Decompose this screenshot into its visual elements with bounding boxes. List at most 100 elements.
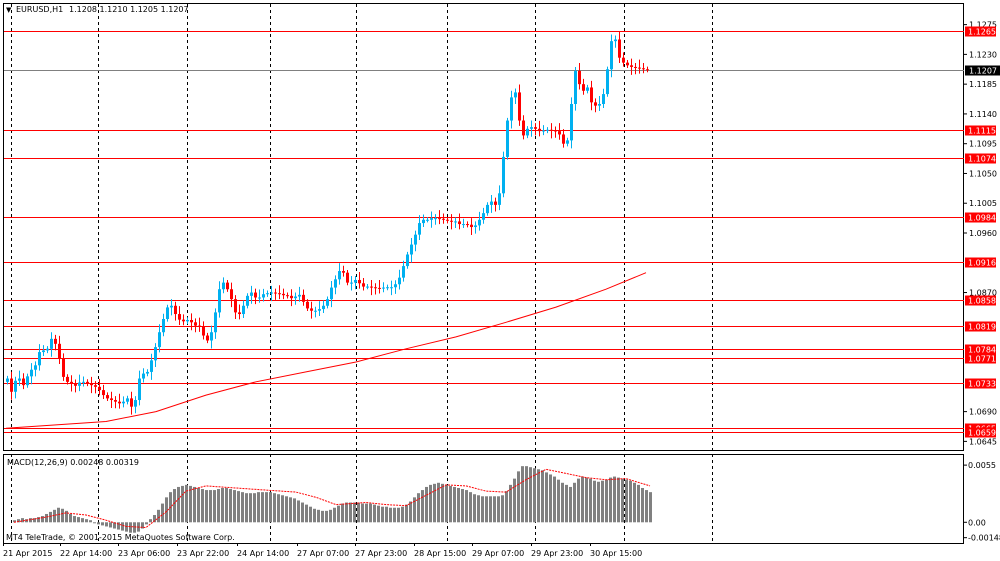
candle-body [546, 129, 549, 131]
level-label-bg [965, 321, 996, 332]
candle-body [566, 140, 569, 144]
candle-body [94, 385, 97, 387]
macd-bar [561, 482, 564, 523]
macd-bar [305, 504, 308, 523]
macd-bar [501, 495, 504, 523]
candle-body [614, 39, 617, 42]
level-labels: 1.12651.11151.10741.09841.09161.08581.08… [965, 26, 996, 438]
time-tick-label: 29 Apr 07:00 [472, 549, 524, 558]
macd-bar [253, 493, 256, 523]
time-tick-label: 30 Apr 15:00 [590, 549, 642, 558]
macd-bar [17, 519, 20, 523]
macd-bar [201, 489, 204, 523]
macd-bar [21, 518, 24, 523]
macd-bar [233, 490, 236, 523]
macd-bar [493, 496, 496, 523]
candle-body [606, 69, 609, 95]
macd-bar [625, 479, 628, 523]
macd-bar [65, 510, 68, 523]
macd-bar [329, 509, 332, 523]
level-label-bg [965, 295, 996, 306]
level-label: 1.0916 [968, 259, 996, 268]
symbol-label: EURUSD,H1 [16, 5, 63, 14]
level-label: 1.0858 [968, 297, 996, 306]
macd-bar [121, 522, 124, 531]
candle-body [550, 129, 553, 131]
macd-bar [81, 518, 84, 523]
candle-body [430, 218, 433, 220]
candle-body [482, 213, 485, 220]
macd-bar [461, 489, 464, 523]
candle-body [582, 84, 585, 91]
macd-bar [173, 489, 176, 523]
candle-body [366, 286, 369, 288]
macd-bar [617, 477, 620, 523]
candle-body [466, 224, 469, 226]
macd-bar [393, 507, 396, 523]
candle-body [114, 400, 117, 402]
level-label: 1.0819 [968, 323, 996, 332]
candle-body [206, 335, 209, 341]
candle-body [278, 293, 281, 295]
time-tick-label: 28 Apr 15:00 [414, 549, 466, 558]
candle-body [398, 277, 401, 285]
macd-tick-label: 0.00 [968, 518, 986, 527]
macd-bar [437, 482, 440, 523]
macd-bar [441, 483, 444, 523]
time-tick-label: 21 Apr 2015 [3, 549, 52, 558]
candle-body [630, 65, 633, 67]
macd-bar [581, 476, 584, 523]
candle-body [378, 287, 381, 289]
triangle-down-icon[interactable]: ▼ [6, 6, 12, 14]
macd-bar [381, 506, 384, 523]
level-label: 1.0659 [968, 429, 996, 438]
candle-body [242, 305, 245, 315]
candle-body [262, 294, 265, 298]
candle-body [318, 309, 321, 311]
macd-bar [641, 487, 644, 523]
macd-bar [525, 466, 528, 523]
time-axis: 21 Apr 2015 22 Apr 14:00 23 Apr 06:00 23 Ap… [3, 543, 642, 558]
candle-body [218, 289, 221, 313]
candle-body [554, 130, 557, 132]
macd-bar [257, 492, 260, 523]
candle-body [574, 70, 577, 104]
candle-body [514, 92, 517, 98]
level-label: 1.1074 [968, 155, 996, 164]
macd-bar [125, 522, 128, 532]
candle-body [110, 398, 113, 401]
macd-bar [369, 503, 372, 523]
macd-bar [409, 501, 412, 523]
macd-bar [457, 487, 460, 523]
candle-body [182, 319, 185, 322]
macd-bar [481, 496, 484, 523]
candle-body [70, 381, 73, 384]
macd-bar [433, 483, 436, 523]
candle-body [186, 319, 189, 322]
macd-bar [421, 490, 424, 523]
macd-bar [513, 478, 516, 523]
candle-body [230, 289, 233, 300]
candle-body [150, 360, 153, 372]
candle-body [394, 284, 397, 288]
macd-bar [101, 522, 104, 526]
candle-body [498, 193, 501, 205]
candle-body [170, 305, 173, 308]
candle-body [386, 287, 389, 289]
macd-bar [401, 506, 404, 523]
candle-body [442, 218, 445, 220]
macd-bar [505, 491, 508, 523]
candle-body [274, 292, 277, 294]
candle-body [134, 400, 137, 407]
macd-bar [357, 502, 360, 523]
candle-body [342, 271, 345, 273]
macd-bar [429, 484, 432, 523]
macd-bar [69, 513, 72, 523]
horizontal-levels[interactable] [4, 31, 964, 433]
macd-bar [549, 474, 552, 523]
candle-body [334, 279, 337, 288]
price-tick-label: 1.0690 [969, 408, 997, 417]
candle-body [322, 305, 325, 310]
level-label-bg [965, 26, 996, 37]
